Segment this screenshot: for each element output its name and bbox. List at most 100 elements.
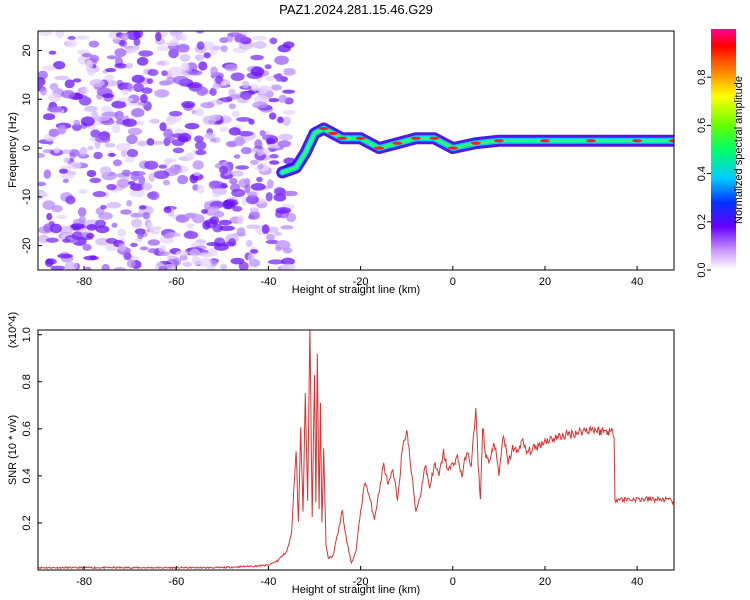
spectrogram-x-tick-label: -80 bbox=[76, 276, 92, 288]
snr-x-axis: -80 -60 -40 -20 0 20 40 bbox=[76, 566, 643, 588]
noise-speck bbox=[146, 138, 155, 146]
noise-speck bbox=[126, 101, 142, 106]
noise-speck bbox=[181, 100, 196, 109]
noise-speck bbox=[280, 263, 296, 270]
snr-y-tick-label: 1.0 bbox=[21, 327, 33, 342]
snr-x-tick-label: -20 bbox=[353, 576, 369, 588]
noise-speck bbox=[140, 93, 148, 104]
noise-speck bbox=[159, 122, 167, 132]
noise-speck bbox=[219, 263, 228, 270]
colorbar-tick-label: 0.6 bbox=[696, 118, 708, 133]
spectrogram-x-tick-label: 0 bbox=[450, 276, 456, 288]
colorbar: 0.0 0.2 0.4 0.6 0.8 Normalized spectral ampl… bbox=[696, 29, 745, 278]
noise-speck bbox=[192, 160, 204, 170]
noise-speck bbox=[102, 93, 115, 99]
noise-speck bbox=[158, 245, 167, 253]
noise-speck bbox=[171, 133, 185, 139]
noise-speck bbox=[175, 250, 189, 256]
noise-speck bbox=[274, 55, 289, 66]
noise-speck bbox=[202, 220, 211, 230]
noise-speck bbox=[105, 67, 117, 73]
noise-speck bbox=[72, 123, 82, 132]
signal-track-peak bbox=[392, 141, 403, 145]
noise-speck bbox=[63, 157, 71, 164]
noise-speck bbox=[82, 243, 92, 251]
noise-speck bbox=[252, 41, 267, 49]
noise-speck bbox=[159, 80, 174, 86]
noise-speck bbox=[99, 166, 112, 176]
noise-speck bbox=[265, 239, 279, 245]
noise-speck bbox=[147, 239, 161, 246]
noise-speck bbox=[133, 82, 144, 93]
noise-speck bbox=[60, 173, 75, 180]
noise-speck bbox=[117, 228, 127, 237]
noise-speck bbox=[190, 173, 204, 181]
snr-y-tick-label: 0.2 bbox=[21, 515, 33, 530]
noise-speck bbox=[220, 182, 228, 189]
noise-speck bbox=[155, 225, 162, 231]
noise-speck bbox=[193, 135, 204, 143]
spectrogram-x-tick-label: 20 bbox=[539, 276, 551, 288]
noise-speck bbox=[257, 149, 264, 156]
noise-speck bbox=[248, 214, 255, 220]
noise-speck bbox=[200, 102, 215, 109]
noise-speck bbox=[198, 252, 214, 258]
noise-speck bbox=[108, 152, 116, 157]
noise-speck bbox=[46, 212, 53, 221]
noise-speck bbox=[162, 179, 171, 186]
noise-speck bbox=[194, 140, 207, 151]
noise-speck bbox=[138, 205, 147, 210]
noise-speck bbox=[89, 79, 105, 88]
noise-speck bbox=[43, 169, 52, 179]
noise-speck bbox=[270, 84, 283, 91]
noise-speck bbox=[219, 126, 229, 132]
colorbar-ticks: 0.0 0.2 0.4 0.6 0.8 bbox=[696, 70, 711, 278]
noise-speck bbox=[268, 112, 277, 120]
noise-speck bbox=[48, 93, 61, 102]
noise-speck bbox=[275, 239, 291, 250]
noise-speck bbox=[65, 195, 76, 205]
spectrogram-x-tick-label: -40 bbox=[260, 276, 276, 288]
signal-track-peak bbox=[669, 139, 674, 143]
noise-speck bbox=[64, 79, 75, 89]
noise-speck bbox=[278, 94, 288, 104]
noise-speck bbox=[265, 233, 275, 241]
noise-speck bbox=[118, 243, 127, 252]
noise-speck bbox=[120, 149, 128, 158]
noise-speck bbox=[161, 70, 168, 77]
spectrogram-y-tick-label: 20 bbox=[21, 44, 33, 56]
noise-speck bbox=[131, 74, 145, 84]
spectrogram-x-tick-label: -20 bbox=[353, 276, 369, 288]
spectrogram-x-label: Height of straight line (km) bbox=[292, 284, 420, 296]
spectrogram-y-label: Frequency (Hz) bbox=[7, 112, 19, 188]
noise-speck bbox=[209, 216, 220, 225]
noise-speck bbox=[264, 76, 276, 82]
noise-speck bbox=[193, 171, 201, 177]
noise-speck bbox=[237, 214, 245, 225]
noise-speck bbox=[256, 176, 263, 183]
noise-speck bbox=[126, 83, 134, 92]
noise-speck bbox=[153, 170, 170, 180]
noise-speck bbox=[146, 221, 153, 229]
noise-speck bbox=[158, 164, 168, 169]
noise-speck bbox=[266, 143, 281, 149]
noise-speck bbox=[219, 165, 229, 175]
snr-y-axis: 0.2 0.4 0.6 0.8 1.0 bbox=[21, 327, 42, 531]
noise-speck bbox=[165, 115, 177, 126]
noise-speck bbox=[64, 261, 79, 270]
noise-speck bbox=[220, 45, 228, 53]
noise-speck bbox=[87, 145, 94, 151]
noise-speck bbox=[79, 146, 88, 157]
spectrogram-x-axis: -80 -60 -40 -20 0 20 40 bbox=[76, 266, 643, 288]
noise-speck bbox=[172, 147, 185, 154]
noise-speck bbox=[233, 154, 241, 159]
noise-speck bbox=[277, 140, 292, 148]
noise-speck bbox=[55, 214, 68, 220]
noise-speck bbox=[187, 70, 203, 76]
snr-y-tick-label: 0.8 bbox=[21, 374, 33, 389]
colorbar-tick-label: 0.2 bbox=[696, 214, 708, 229]
snr-y-scale-label: (x10^4) bbox=[7, 312, 19, 348]
noise-speck bbox=[141, 182, 153, 191]
noise-speck bbox=[269, 154, 279, 159]
noise-speck bbox=[203, 52, 211, 59]
